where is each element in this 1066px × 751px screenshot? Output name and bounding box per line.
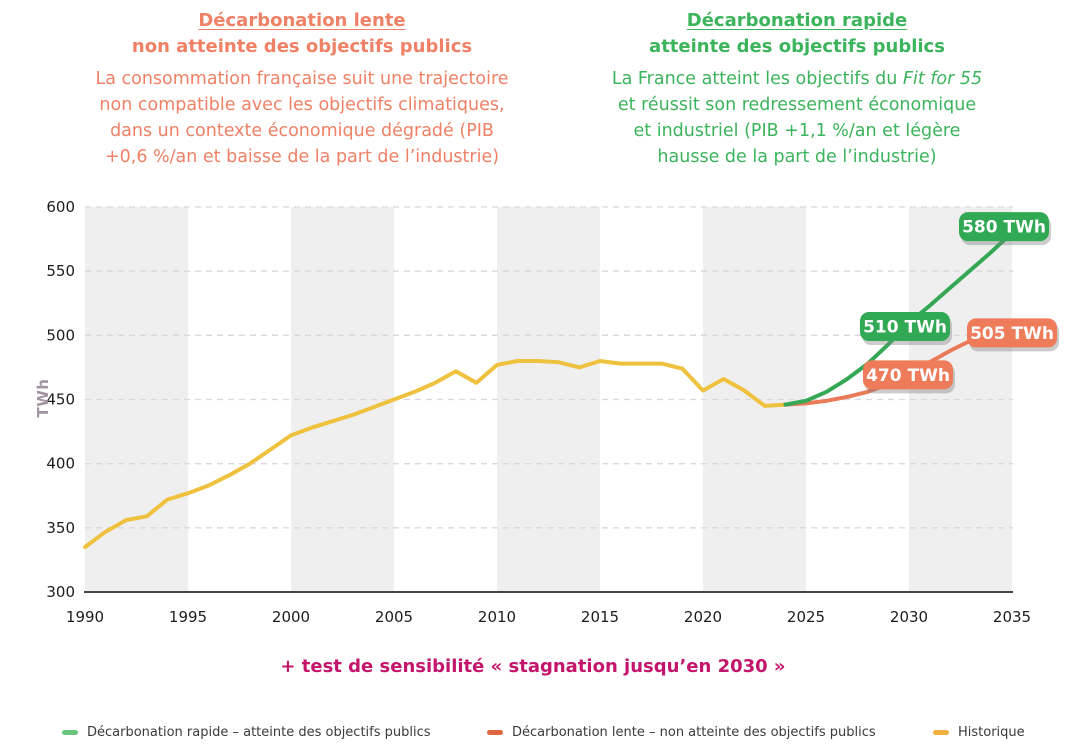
plot-band-1990	[85, 207, 188, 592]
y-tick-label-600: 600	[46, 198, 75, 216]
x-tick-label-2035: 2035	[993, 608, 1031, 626]
x-tick-label-2030: 2030	[890, 608, 928, 626]
legend-item-lente: Décarbonation lente – non atteinte des o…	[487, 722, 876, 742]
scenario-rapide-desc-line3: et industriel (PIB +1,1 %/an et légère	[633, 121, 961, 141]
y-tick-label-550: 550	[46, 262, 75, 280]
annotation-rapide-2035-label: 580 TWh	[962, 218, 1046, 238]
scenario-lente-desc-line3: dans un contexte économique dégradé (PIB	[110, 121, 494, 141]
legend-swatch-rapide	[62, 729, 78, 735]
y-tick-label-400: 400	[46, 455, 75, 473]
annotation-rapide-2035-badge	[959, 212, 1049, 242]
scenario-lente-desc-line2: non compatible avec les objectifs climat…	[99, 95, 505, 115]
scenario-lente-desc-line1: La consommation française suit une traje…	[95, 69, 509, 89]
scenario-rapide-header: Décarbonation rapide atteinte des object…	[547, 8, 1047, 170]
fit-for-55-italic: Fit for 55	[902, 69, 983, 89]
x-tick-label-1990: 1990	[66, 608, 104, 626]
chart-legend: Décarbonation rapide – atteinte des obje…	[0, 722, 1066, 742]
y-tick-label-450: 450	[46, 391, 75, 409]
x-tick-label-2020: 2020	[684, 608, 722, 626]
scenario-rapide-title: Décarbonation rapide	[686, 10, 908, 31]
annotation-rapide-2030-label: 510 TWh	[863, 318, 947, 338]
scenario-rapide-description: La France atteint les objectifs du Fit f…	[547, 66, 1047, 170]
scenario-rapide-desc-line4: hausse de la part de l’industrie)	[657, 147, 937, 167]
scenario-lente-desc-line4: +0,6 %/an et baisse de la part de l’indu…	[104, 147, 500, 167]
legend-swatch-lente	[487, 729, 503, 735]
x-tick-label-2025: 2025	[787, 608, 825, 626]
scenario-rapide-subtitle: atteinte des objectifs publics	[649, 36, 945, 57]
y-tick-label-350: 350	[46, 519, 75, 537]
legend-label-rapide: Décarbonation rapide – atteinte des obje…	[87, 724, 431, 740]
legend-label-lente: Décarbonation lente – non atteinte des o…	[512, 724, 876, 740]
sensitivity-note: + test de sensibilité « stagnation jusqu…	[280, 656, 786, 677]
legend-item-historique: Historique	[933, 722, 1025, 742]
legend-swatch-historique	[933, 729, 949, 735]
x-tick-label-2000: 2000	[272, 608, 310, 626]
annotation-lente-2035-badge	[967, 318, 1057, 348]
scenario-lente-description: La consommation française suit une traje…	[42, 66, 562, 170]
scenario-lente-header: Décarbonation lente non atteinte des obj…	[42, 8, 562, 170]
scenario-lente-subtitle: non atteinte des objectifs publics	[131, 36, 473, 57]
x-tick-label-1995: 1995	[169, 608, 207, 626]
legend-label-historique: Historique	[958, 724, 1025, 740]
annotation-lente-2030-badge	[863, 360, 953, 390]
legend-item-rapide: Décarbonation rapide – atteinte des obje…	[62, 722, 431, 742]
y-tick-label-500: 500	[46, 326, 75, 344]
scenario-rapide-desc-line1: La France atteint les objectifs du Fit f…	[611, 69, 983, 89]
series-historique-line	[83, 359, 788, 550]
annotation-rapide-2030-badge	[860, 312, 950, 341]
y-axis-title: TWh	[34, 378, 52, 418]
y-tick-label-300: 300	[46, 583, 75, 601]
annotation-lente-2030-label: 470 TWh	[866, 366, 950, 386]
x-tick-label-2015: 2015	[581, 608, 619, 626]
x-tick-label-2005: 2005	[375, 608, 413, 626]
scenario-rapide-desc-line2: et réussit son redressement économique	[617, 95, 977, 115]
scenario-lente-title: Décarbonation lente	[198, 10, 406, 31]
x-tick-label-2010: 2010	[478, 608, 516, 626]
annotation-lente-2035-label: 505 TWh	[970, 324, 1054, 344]
